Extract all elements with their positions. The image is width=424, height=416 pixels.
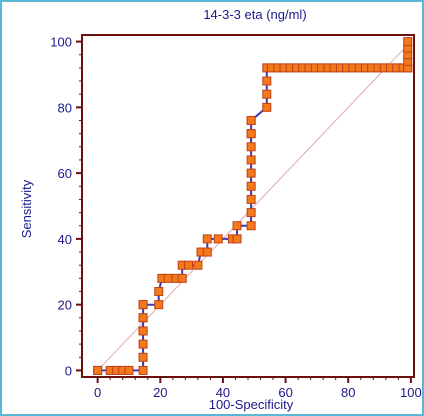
y-axis-label: Sensitivity — [19, 179, 34, 238]
roc-point-marker — [193, 260, 203, 270]
roc-point-marker — [213, 234, 223, 244]
roc-point-marker — [138, 326, 148, 336]
y-tick-label: 80 — [58, 100, 72, 115]
x-tick-label: 20 — [153, 385, 167, 400]
x-tick-label: 60 — [278, 385, 292, 400]
roc-point-marker — [246, 194, 256, 204]
roc-point-marker — [183, 260, 193, 270]
x-tick-label: 80 — [341, 385, 355, 400]
roc-point-marker — [246, 221, 256, 231]
roc-point-marker — [232, 234, 242, 244]
roc-point-marker — [163, 273, 173, 283]
y-tick-label: 0 — [65, 363, 72, 378]
roc-point-marker — [262, 102, 272, 112]
x-tick-label: 40 — [216, 385, 230, 400]
roc-point-marker — [403, 37, 413, 47]
roc-point-marker — [138, 365, 148, 375]
roc-point-marker — [262, 76, 272, 86]
y-tick-label: 60 — [58, 166, 72, 181]
roc-point-marker — [154, 300, 164, 310]
roc-point-marker — [246, 142, 256, 152]
roc-point-marker — [138, 300, 148, 310]
roc-point-marker — [246, 155, 256, 165]
diagonal-reference-line — [97, 41, 412, 371]
roc-point-marker — [246, 116, 256, 125]
roc-point-marker — [154, 287, 164, 296]
roc-point-marker — [138, 313, 148, 323]
x-tick-label: 100 — [400, 385, 422, 400]
x-axis-label: 100-Specificity — [209, 397, 294, 412]
y-tick-label: 100 — [50, 35, 72, 50]
y-tick-label: 20 — [58, 298, 72, 313]
chart-title: 14-3-3 eta (ng/ml) — [203, 7, 306, 22]
roc-point-marker — [202, 234, 212, 244]
plot-border — [81, 34, 415, 378]
roc-point-marker — [124, 365, 134, 375]
roc-point-marker — [232, 221, 242, 231]
roc-point-marker — [202, 247, 212, 257]
roc-point-marker — [177, 273, 187, 283]
roc-point-marker — [93, 365, 103, 375]
roc-point-marker — [138, 339, 148, 349]
roc-point-marker — [246, 181, 256, 191]
roc-point-marker — [246, 168, 256, 178]
roc-point-marker — [138, 352, 148, 362]
roc-point-marker — [246, 208, 256, 218]
roc-point-marker — [246, 129, 256, 139]
x-tick-label: 0 — [94, 385, 101, 400]
roc-point-marker — [262, 89, 272, 99]
plot-area: 0 20 40 60 80 100 0 20 40 60 80 100 — [50, 34, 422, 400]
y-tick-label: 40 — [58, 232, 72, 247]
